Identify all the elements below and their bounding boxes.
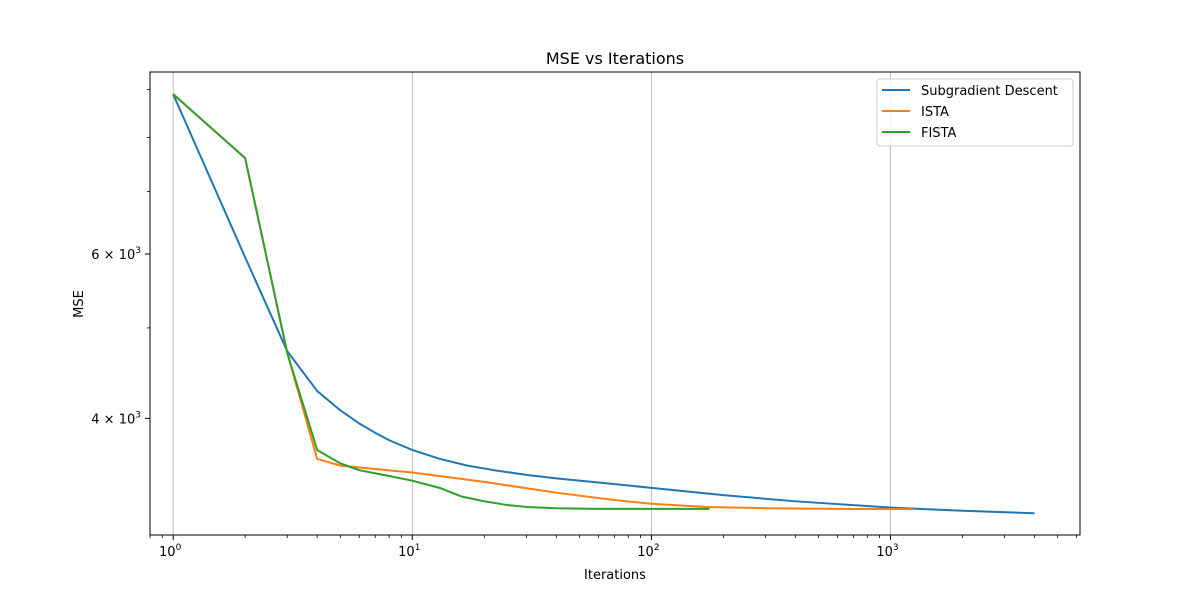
ticks-layer: 100 101 102 103 4 × 103 6 × 103 xyxy=(91,89,1077,560)
series-line-0 xyxy=(172,93,1035,515)
x-axis-label: Iterations xyxy=(584,568,646,583)
x-tick-label: 102 xyxy=(637,543,659,560)
legend: Subgradient Descent ISTA FISTA xyxy=(876,78,1074,147)
legend-label-subgradient: Subgradient Descent xyxy=(921,84,1058,99)
x-tick-label: 103 xyxy=(876,543,898,560)
y-tick-label: 4 × 103 xyxy=(91,410,141,427)
y-axis-label: MSE xyxy=(72,290,87,318)
legend-box xyxy=(876,78,1074,147)
chart-title: MSE vs Iterations xyxy=(546,49,684,68)
series-line-2 xyxy=(172,93,710,510)
legend-label-fista: FISTA xyxy=(921,126,956,141)
lines-layer xyxy=(172,93,1035,515)
axes-frame xyxy=(149,71,1081,536)
x-tick-label: 100 xyxy=(159,543,182,560)
legend-label-ista: ISTA xyxy=(921,105,949,120)
x-tick-label: 101 xyxy=(398,543,420,560)
y-tick-label: 6 × 103 xyxy=(91,246,141,263)
grid-layer xyxy=(172,72,891,535)
